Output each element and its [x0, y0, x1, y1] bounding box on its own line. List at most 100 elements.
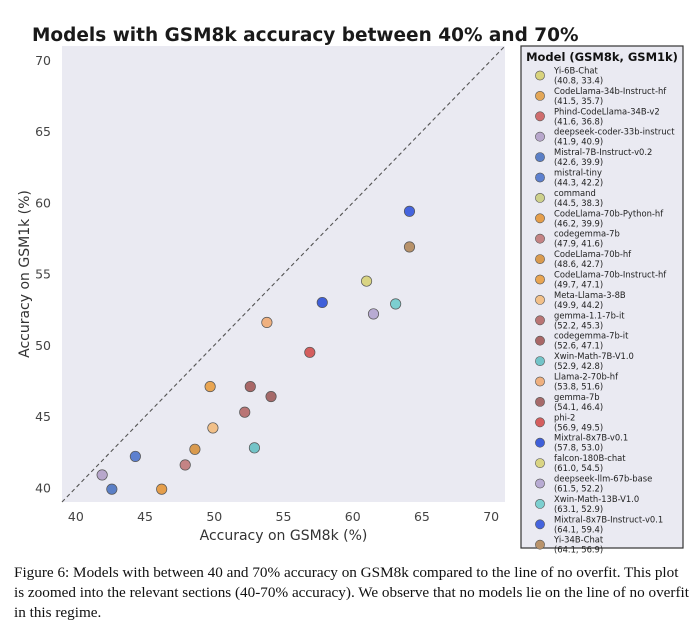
legend-label: codegemma-7b-it — [554, 331, 629, 341]
legend-marker — [535, 254, 545, 264]
data-point — [367, 308, 380, 320]
legend-entry: mistral-tiny(44.3, 42.2) — [535, 168, 603, 188]
legend-coords: (44.3, 42.2) — [554, 178, 603, 188]
figure-caption: Figure 6: Models with between 40 and 70%… — [14, 564, 689, 621]
legend-label: codegemma-7b — [554, 229, 620, 239]
legend-entry: Mixtral-8x7B-v0.1(57.8, 53.0) — [535, 433, 628, 453]
legend-marker — [535, 70, 545, 81]
legend-label: CodeLlama-34b-Instruct-hf — [554, 86, 667, 96]
legend-label: Yi-34B-Chat — [553, 535, 604, 545]
y-tick-label: 70 — [35, 53, 51, 68]
data-point — [304, 346, 316, 358]
legend-entry: Xwin-Math-7B-V1.0(52.9, 42.8) — [535, 351, 634, 371]
legend-label: gemma-1.1-7b-it — [554, 310, 625, 320]
legend-entry: Llama-2-70b-hf(53.8, 51.6) — [535, 372, 619, 392]
data-point — [361, 275, 373, 287]
legend-marker — [535, 111, 545, 122]
y-axis-label: Accuracy on GSM1k (%) — [17, 190, 33, 358]
data-point — [261, 316, 273, 328]
legend-entry: gemma-7b(54.1, 46.4) — [535, 392, 603, 412]
legend-label: command — [554, 188, 596, 198]
legend-marker — [535, 192, 545, 203]
legend-label: mistral-tiny — [554, 168, 602, 178]
legend-coords: (57.8, 53.0) — [554, 443, 603, 453]
legend-entry: Mistral-7B-Instruct-v0.2(42.6, 39.9) — [535, 147, 652, 167]
legend-marker — [535, 478, 545, 489]
chart-title: Models with GSM8k accuracy between 40% a… — [32, 25, 579, 46]
legend-marker — [535, 519, 545, 530]
legend-coords: (42.6, 39.9) — [554, 157, 603, 167]
y-tick-label: 55 — [35, 267, 51, 282]
legend-coords: (49.9, 44.2) — [554, 300, 603, 310]
legend-marker — [535, 539, 545, 550]
legend: Model (GSM8k, GSM1k) Yi-6B-Chat(40.8, 33… — [520, 45, 684, 555]
legend-entry: Xwin-Math-13B-V1.0(63.1, 52.9) — [535, 494, 639, 514]
legend-label: deepseek-coder-33b-instruct — [554, 127, 675, 137]
data-point — [189, 443, 201, 455]
legend-entry: codegemma-7b-it(52.6, 47.1) — [535, 331, 629, 351]
legend-entry: CodeLlama-70b-Instruct-hf(49.7, 47.1) — [535, 270, 667, 290]
legend-entry: codegemma-7b(47.9, 41.6) — [535, 229, 620, 249]
legend-entry: CodeLlama-70b-Python-hf(46.2, 39.9) — [535, 208, 664, 228]
legend-label: Yi-6B-Chat — [553, 66, 599, 76]
legend-coords: (44.5, 38.3) — [554, 198, 603, 208]
legend-entry: deepseek-llm-67b-base(61.5, 52.2) — [535, 474, 652, 494]
legend-coords: (64.1, 56.9) — [554, 545, 603, 555]
legend-coords: (46.2, 39.9) — [554, 218, 603, 228]
x-tick-label: 40 — [68, 509, 84, 524]
legend-label: CodeLlama-70b-Python-hf — [554, 208, 664, 218]
y-tick-label: 45 — [35, 409, 51, 424]
legend-label: CodeLlama-70b-Instruct-hf — [554, 270, 667, 280]
legend-coords: (61.5, 52.2) — [554, 484, 603, 494]
legend-marker — [535, 396, 545, 407]
data-point — [265, 390, 277, 403]
x-tick-label: 45 — [137, 509, 153, 524]
legend-coords: (53.8, 51.6) — [554, 382, 603, 392]
legend-entry: CodeLlama-34b-Instruct-hf(41.5, 35.7) — [535, 86, 667, 106]
legend-coords: (52.2, 45.3) — [554, 320, 603, 330]
y-tick-label: 50 — [35, 338, 51, 353]
legend-entry: CodeLlama-70b-hf(48.6, 42.7) — [535, 249, 632, 269]
data-point — [96, 469, 108, 481]
legend-marker — [535, 91, 545, 101]
legend-marker — [535, 152, 545, 162]
legend-entry: deepseek-coder-33b-instruct(41.9, 40.9) — [535, 127, 675, 147]
legend-marker — [535, 233, 545, 244]
legend-entry: phi-2(56.9, 49.5) — [535, 412, 603, 432]
legend-entry: Phind-CodeLlama-34B-v2(41.6, 36.8) — [535, 106, 660, 126]
legend-entry: command(44.5, 38.3) — [535, 188, 603, 208]
x-tick-label: 65 — [414, 509, 430, 524]
legend-marker — [535, 172, 545, 183]
data-point — [239, 406, 251, 418]
legend-coords: (52.6, 47.1) — [554, 341, 603, 351]
x-tick-label: 70 — [483, 509, 499, 524]
y-tick-label: 40 — [35, 480, 51, 495]
legend-marker — [535, 294, 545, 305]
legend-marker — [535, 458, 545, 468]
legend-coords: (63.1, 52.9) — [554, 504, 603, 514]
legend-coords: (41.6, 36.8) — [554, 116, 603, 126]
legend-coords: (41.5, 35.7) — [554, 96, 603, 106]
scatter-chart: Models with GSM8k accuracy between 40% a… — [17, 25, 684, 555]
legend-marker — [535, 417, 545, 428]
legend-label: gemma-7b — [554, 392, 600, 402]
legend-marker — [535, 356, 545, 366]
data-point — [156, 483, 168, 495]
data-point — [403, 241, 416, 253]
x-tick-label: 60 — [345, 509, 361, 524]
data-point — [316, 296, 328, 309]
legend-marker — [535, 213, 545, 224]
legend-entry: Mixtral-8x7B-Instruct-v0.1(64.1, 59.4) — [535, 514, 663, 534]
legend-entry: Meta-Llama-3-8B(49.9, 44.2) — [535, 290, 626, 310]
legend-coords: (56.9, 49.5) — [554, 422, 603, 432]
legend-marker — [535, 335, 545, 346]
data-point — [207, 422, 219, 434]
legend-title: Model (GSM8k, GSM1k) — [526, 50, 678, 64]
legend-coords: (49.7, 47.1) — [554, 280, 603, 290]
y-tick-label: 60 — [35, 195, 51, 210]
legend-label: Meta-Llama-3-8B — [554, 290, 626, 300]
legend-coords: (61.0, 54.5) — [554, 463, 603, 473]
legend-label: phi-2 — [554, 412, 575, 422]
data-point — [248, 442, 260, 454]
data-point — [244, 381, 256, 393]
